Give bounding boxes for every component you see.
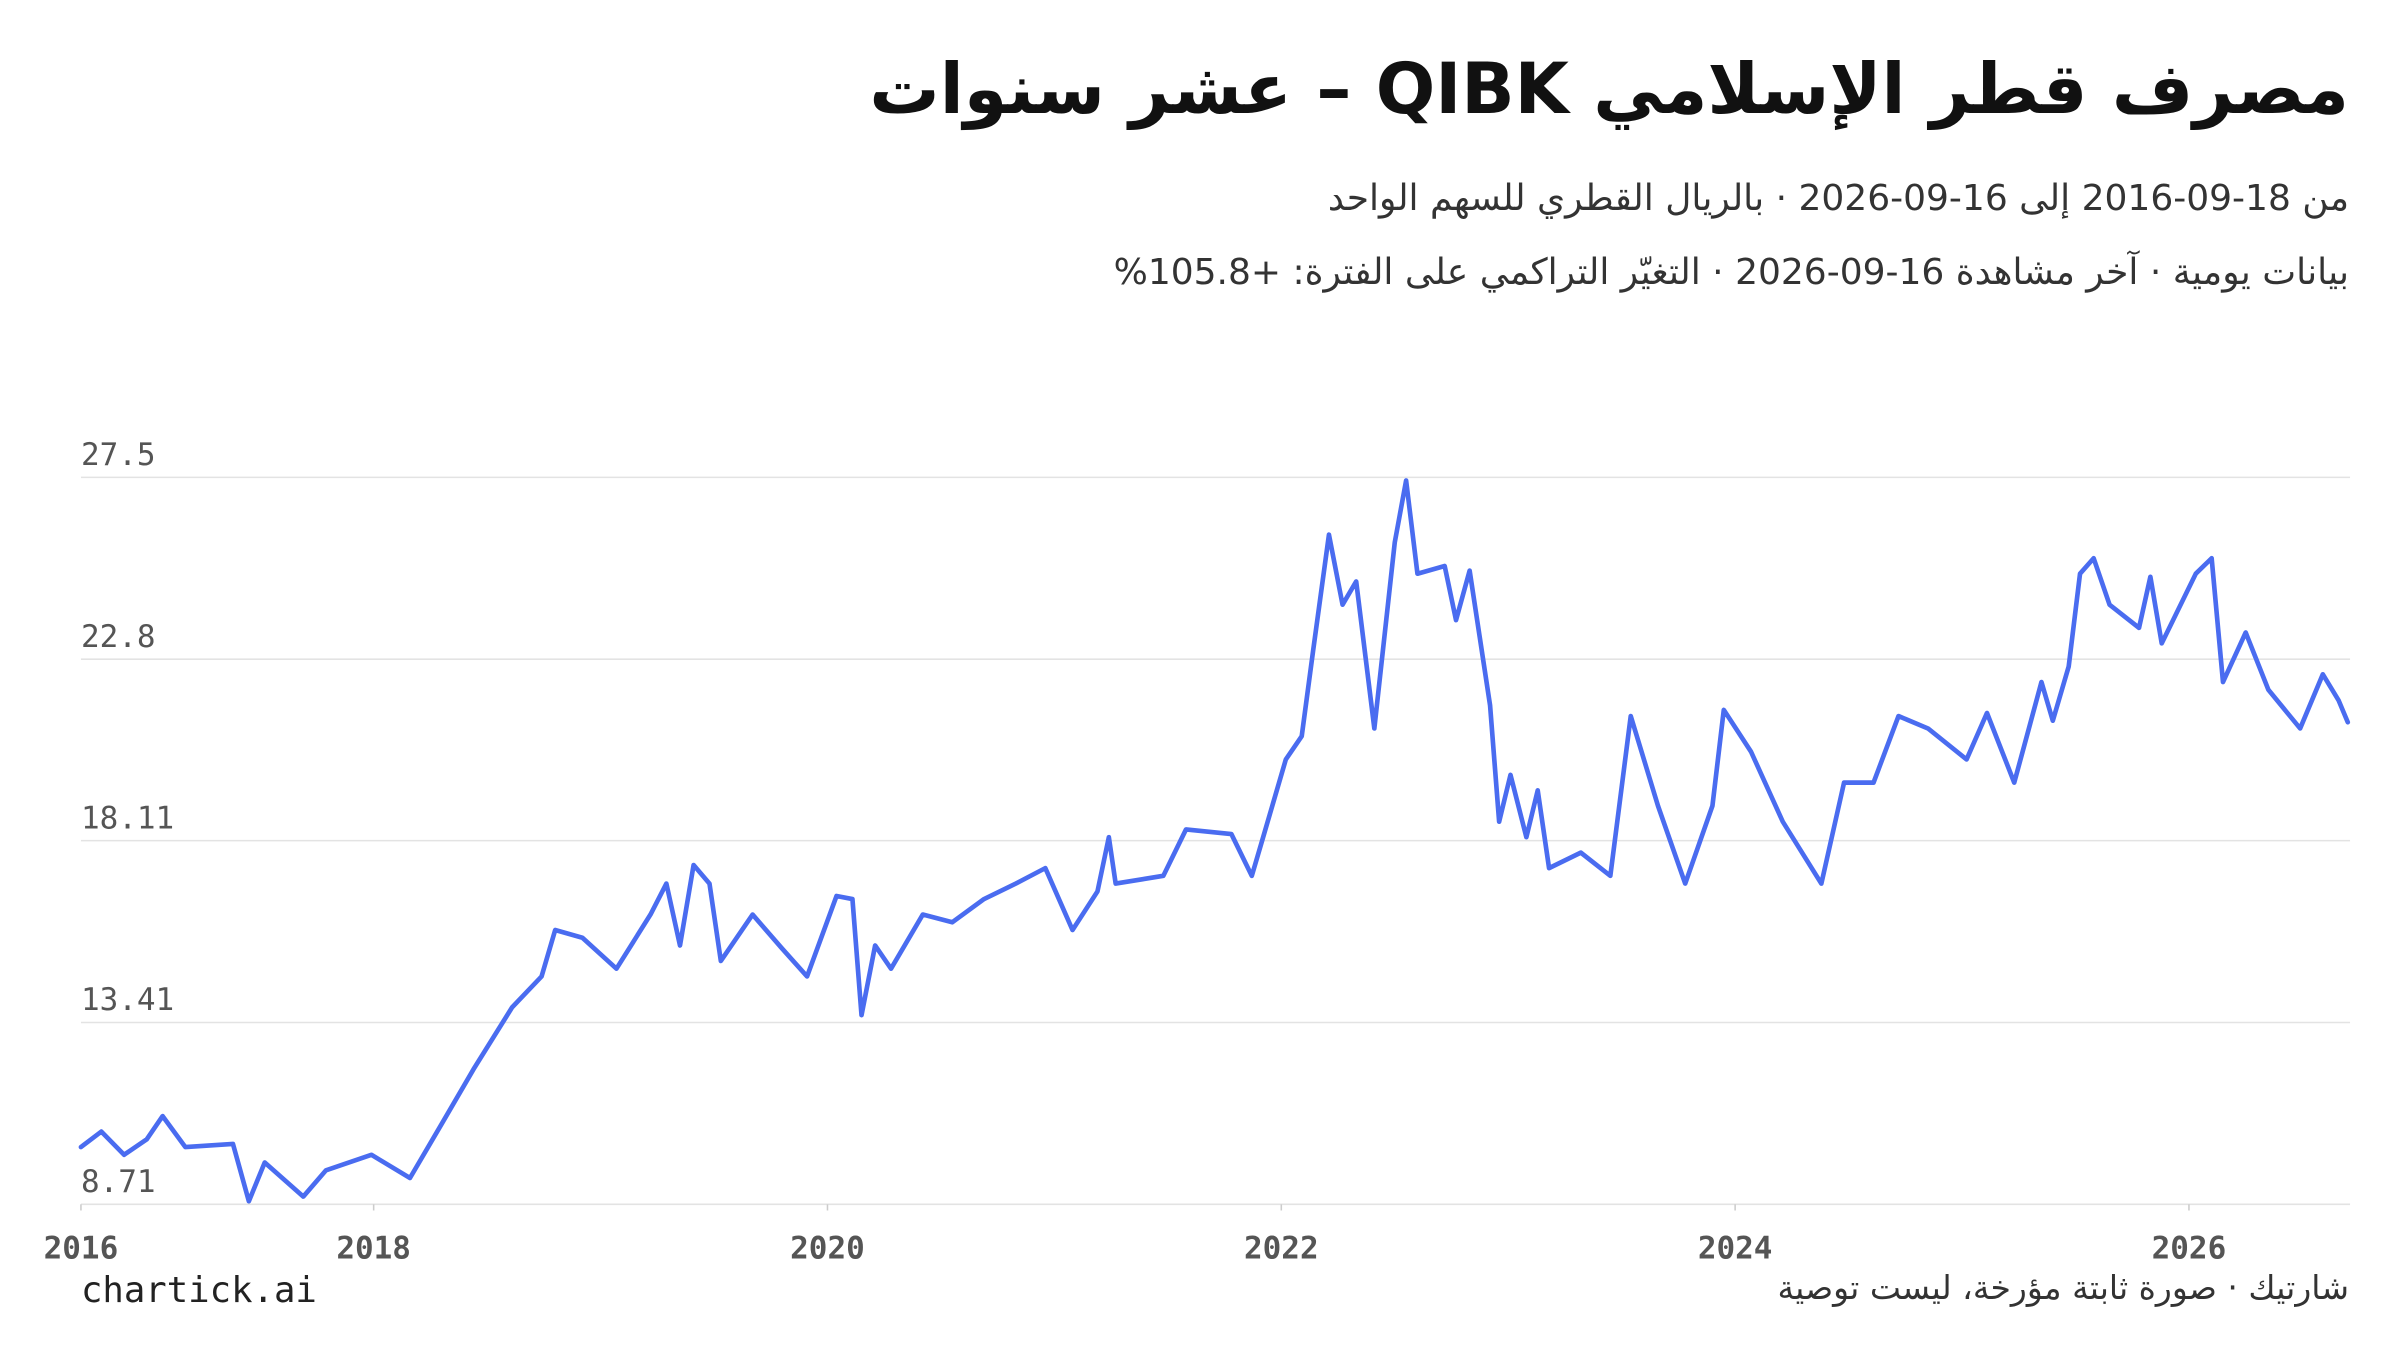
price-line (78, 478, 2351, 1204)
chart-title: مصرف قطر الإسلامي QIBK – عشر سنوات (869, 48, 2349, 130)
y-tick-label: 8.71 (81, 1164, 156, 1200)
y-tick-label: 22.8 (81, 619, 156, 655)
subtitle: من 18-09-2016 إلى 16-09-2026 · بالريال ا… (1327, 178, 2349, 219)
x-tick-label: 2024 (1698, 1231, 1773, 1267)
x-tick-label: 2026 (2152, 1231, 2227, 1267)
x-tick-label: 2022 (1244, 1231, 1319, 1267)
x-tick-label: 2018 (336, 1231, 411, 1267)
x-tick-label: 2016 (44, 1231, 119, 1267)
y-tick-label: 27.5 (81, 437, 156, 473)
footnote: شارتيك · صورة ثابتة مؤرخة، ليست توصية (1777, 1268, 2349, 1307)
subtitle: بيانات يومية · آخر مشاهدة 16-09-2026 · ا… (1113, 252, 2349, 293)
x-tick-label: 2020 (790, 1231, 865, 1267)
y-tick-label: 13.41 (81, 982, 174, 1018)
source: chartick.ai (81, 1270, 317, 1311)
y-tick-label: 18.11 (81, 800, 174, 836)
